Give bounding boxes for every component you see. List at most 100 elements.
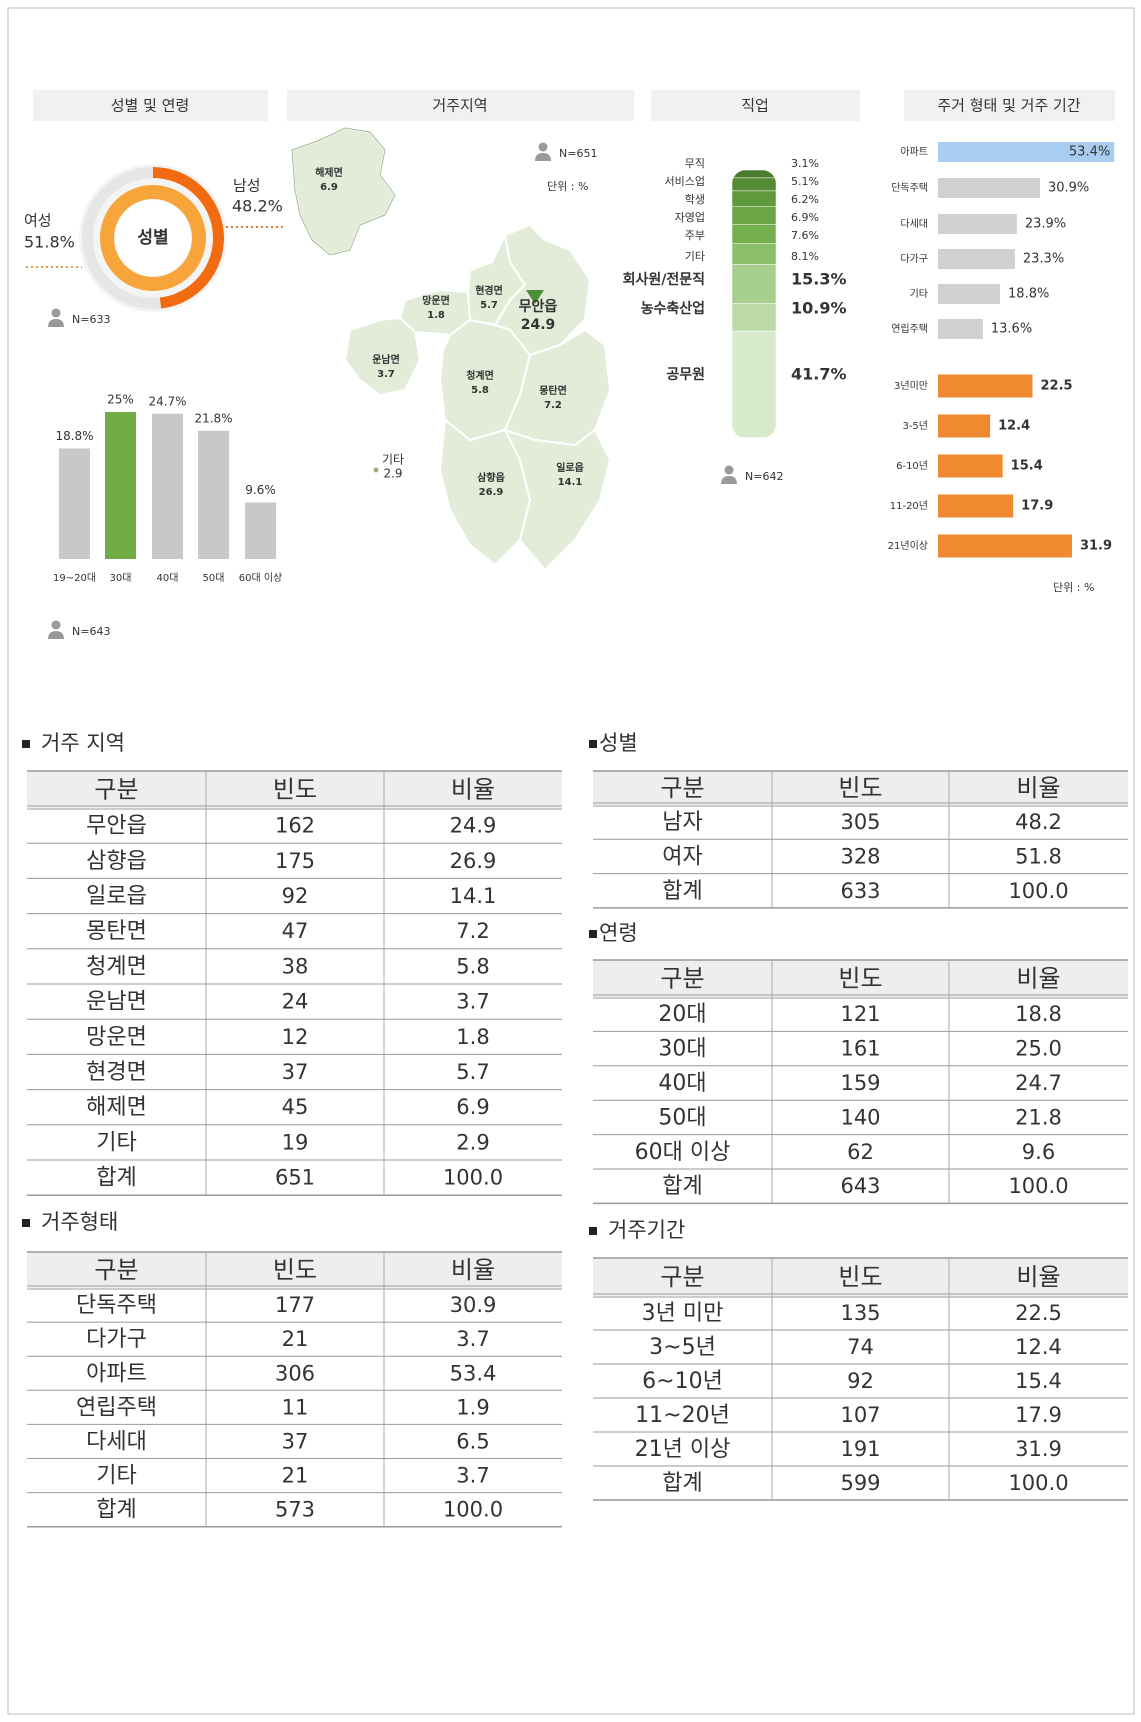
donut-slice <box>82 167 162 310</box>
value-label: 23.3% <box>1023 252 1064 267</box>
table-cell: 3~5년 <box>649 1335 716 1360</box>
table-cell: 삼향읍 <box>86 849 147 874</box>
table-cell: 5.7 <box>456 1060 489 1084</box>
table-cell: 합계 <box>662 1174 702 1199</box>
table-cell: 305 <box>840 810 880 834</box>
region-value: 26.9 <box>479 487 504 498</box>
table-header: 구분 <box>94 1256 138 1284</box>
value-label: 18.8% <box>1008 287 1049 302</box>
bar <box>938 319 983 339</box>
category-label: 서비스업 <box>665 175 705 188</box>
table-header-bg <box>593 1258 1128 1296</box>
table-cell: 40대 <box>658 1071 706 1096</box>
table-header: 빈도 <box>838 1263 882 1291</box>
value-label: 9.6% <box>245 483 276 497</box>
table-cell: 30대 <box>658 1037 706 1062</box>
person-icon <box>538 142 548 152</box>
table-header: 비율 <box>451 776 495 804</box>
table-cell: 573 <box>275 1498 315 1522</box>
value-label: 8.1% <box>791 250 819 263</box>
value-label: 15.3% <box>791 270 847 289</box>
value-label: 48.2% <box>232 197 283 216</box>
value-label: 6.2% <box>791 193 819 206</box>
table-cell: 19 <box>282 1130 309 1154</box>
category-label: 아파트 <box>900 146 928 158</box>
bar <box>198 430 229 559</box>
table-cell: 일로읍 <box>86 884 147 909</box>
table-title: 거주기간 <box>608 1218 685 1242</box>
region-value: 5.7 <box>480 300 498 311</box>
table-cell: 3.7 <box>456 1464 489 1488</box>
region-name: 기타 <box>382 453 404 467</box>
table-cell: 남자 <box>662 810 702 835</box>
category-label: 3-5년 <box>902 420 928 432</box>
table-header: 비율 <box>1016 965 1060 993</box>
stack-segment <box>732 190 776 207</box>
bar <box>938 284 1001 304</box>
stack-segment <box>732 177 776 192</box>
category-label: 30대 <box>110 572 132 584</box>
table-cell: 아파트 <box>86 1361 147 1386</box>
table-cell: 17.9 <box>1015 1403 1062 1427</box>
bar <box>938 534 1072 558</box>
table-cell: 100.0 <box>1008 1174 1068 1198</box>
bar <box>938 142 1115 162</box>
table-cell: 48.2 <box>1015 810 1062 834</box>
value-label: 10.9% <box>791 299 847 318</box>
table-header: 빈도 <box>838 965 882 993</box>
stack-segment <box>732 206 776 225</box>
section-header-bg <box>651 90 860 121</box>
table-header: 구분 <box>94 776 138 804</box>
value-label: 24.7% <box>148 394 186 408</box>
map-outline <box>291 127 396 256</box>
table-cell: 12.4 <box>1015 1335 1062 1359</box>
region-name: 현경면 <box>475 284 503 297</box>
table-header: 비율 <box>1016 774 1060 802</box>
map-region <box>343 316 422 397</box>
section-header-bg <box>287 90 634 121</box>
person-icon <box>51 620 61 630</box>
table-cell: 6.9 <box>456 1095 489 1119</box>
bar <box>105 412 136 559</box>
table-cell: 74 <box>847 1335 874 1359</box>
section-header: 거주지역 <box>432 97 487 115</box>
table-cell: 무안읍 <box>86 814 147 839</box>
donut-center <box>115 200 191 276</box>
table-cell: 9.6 <box>1022 1140 1055 1164</box>
table-cell: 38 <box>282 954 309 978</box>
person-icon <box>48 319 64 327</box>
note: N=642 <box>745 470 783 483</box>
value-label: 18.8% <box>55 429 93 443</box>
table-cell: 25.0 <box>1015 1037 1062 1061</box>
table-cell: 18.8 <box>1015 1002 1062 1026</box>
region-value: 1.8 <box>427 310 445 321</box>
table-cell: 6.5 <box>456 1429 489 1453</box>
table-cell: 60대 이상 <box>635 1140 731 1165</box>
title-bullet <box>22 740 30 748</box>
table-header: 구분 <box>660 774 704 802</box>
table-cell: 92 <box>847 1369 874 1393</box>
category-label: 다세대 <box>900 218 928 230</box>
donut-slice <box>153 167 225 309</box>
region-name: 해제면 <box>315 166 343 179</box>
table-cell: 31.9 <box>1015 1437 1062 1461</box>
table-cell: 11~20년 <box>635 1403 730 1428</box>
value-label: 7.6% <box>791 229 819 242</box>
table-cell: 161 <box>840 1037 880 1061</box>
title-bullet <box>589 740 597 748</box>
value-label: 21.8% <box>194 411 232 425</box>
table-cell: 3년 미만 <box>642 1301 724 1326</box>
stack-segment <box>732 303 776 332</box>
table-cell: 1.8 <box>456 1025 489 1049</box>
region-value: 14.1 <box>558 477 583 488</box>
region-name: 망운면 <box>422 294 450 307</box>
category-label: 19~20대 <box>53 572 96 584</box>
value-label: 41.7% <box>791 365 847 384</box>
table-cell: 1.9 <box>456 1395 489 1419</box>
table-cell: 53.4 <box>450 1361 497 1385</box>
table-cell: 여자 <box>662 844 702 869</box>
table-cell: 30.9 <box>450 1293 497 1317</box>
table-cell: 100.0 <box>443 1166 503 1190</box>
table-cell: 162 <box>275 814 315 838</box>
